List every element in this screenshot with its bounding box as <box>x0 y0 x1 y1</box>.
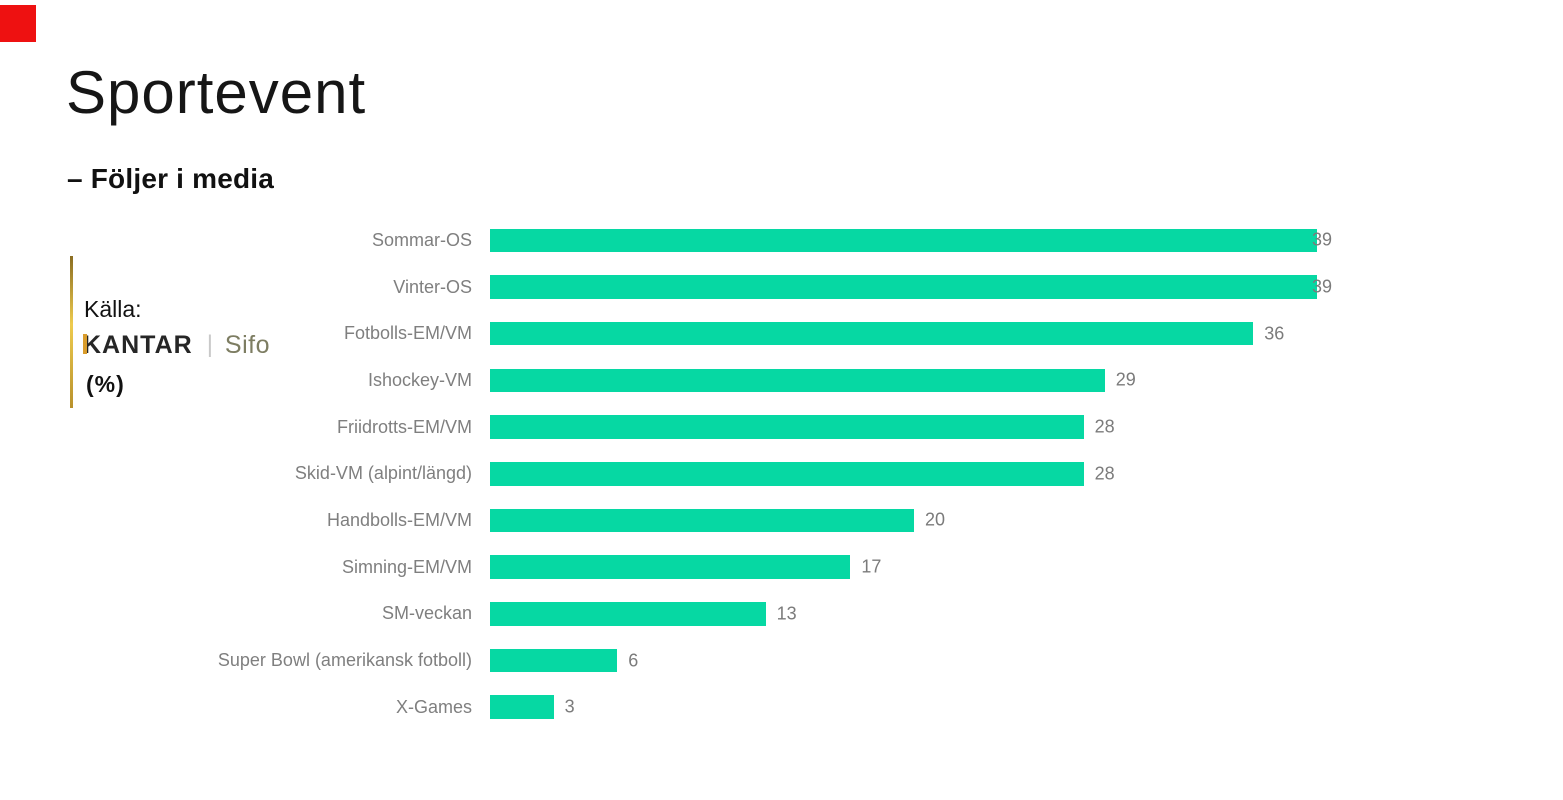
bar-track: 39 <box>490 228 1350 253</box>
unit-label: (%) <box>86 371 125 397</box>
bar-track: 13 <box>490 602 1350 626</box>
bar <box>490 368 1105 393</box>
source-accent-line <box>70 256 73 408</box>
value-label: 39 <box>1312 229 1333 250</box>
value-label: 17 <box>861 556 882 577</box>
category-label: Ishockey-VM <box>367 369 472 390</box>
bar-track: 36 <box>490 321 1350 346</box>
bar <box>490 228 1317 253</box>
category-label: Sommar-OS <box>371 229 472 250</box>
chart-row: Vinter-OS 39 <box>0 264 1400 311</box>
chart-row: Sommar-OS 39 <box>0 217 1400 264</box>
chart-row: Super Bowl (amerikansk fotboll) 6 <box>0 637 1400 684</box>
bar <box>490 648 618 673</box>
bar-track: 29 <box>490 368 1350 393</box>
value-label: 36 <box>1264 323 1285 344</box>
bar-track: 39 <box>490 275 1350 299</box>
bar-chart: Sommar-OS 39 Vinter-OS 39 Fotbolls-EM/VM 36 Is… <box>0 217 1400 731</box>
value-label: 20 <box>925 509 946 530</box>
bar-track: 28 <box>490 462 1350 486</box>
category-label: Fotbolls-EM/VM <box>343 323 472 344</box>
bar <box>490 602 766 626</box>
category-label: X-Games <box>395 696 472 717</box>
chart-row: Skid-VM (alpint/längd) 28 <box>0 450 1400 497</box>
value-label: 6 <box>628 650 639 671</box>
bar-track: 20 <box>490 508 1350 533</box>
value-label: 3 <box>564 696 575 717</box>
category-label: Skid-VM (alpint/längd) <box>294 463 472 484</box>
value-label: 13 <box>776 603 797 624</box>
bar-track: 17 <box>490 555 1350 579</box>
bar <box>490 275 1317 299</box>
value-label: 39 <box>1312 276 1333 297</box>
chart-row: Simning-EM/VM 17 <box>0 544 1400 591</box>
category-label: Simning-EM/VM <box>341 556 472 577</box>
bar <box>490 462 1084 486</box>
bar <box>490 508 914 533</box>
red-annotation-marker <box>0 5 36 42</box>
kantar-logo-text: KANTAR <box>83 331 193 359</box>
source-label: Källa: <box>84 296 142 322</box>
brand-separator: | <box>206 331 213 358</box>
bar <box>490 695 554 719</box>
bar <box>490 415 1084 439</box>
chart-row: Ishockey-VM 29 <box>0 357 1400 404</box>
chart-row: SM-veckan 13 <box>0 591 1400 638</box>
chart-row: Friidrotts-EM/VM 28 <box>0 404 1400 451</box>
category-label: Vinter-OS <box>393 276 472 297</box>
bar <box>490 555 851 579</box>
value-label: 29 <box>1115 369 1136 390</box>
bar <box>490 321 1254 346</box>
bar-track: 28 <box>490 415 1350 439</box>
category-label: SM-veckan <box>381 603 472 624</box>
kantar-k-accent <box>83 334 87 354</box>
page-subtitle: – Följer i media <box>67 163 275 194</box>
chart-row: Handbolls-EM/VM 20 <box>0 497 1400 544</box>
sifo-logo-text: Sifo <box>224 331 271 359</box>
category-label: Handbolls-EM/VM <box>326 509 472 530</box>
category-label: Friidrotts-EM/VM <box>337 416 472 437</box>
page-title: Sportevent <box>66 59 367 126</box>
chart-row: Fotbolls-EM/VM 36 <box>0 310 1400 357</box>
bar-track: 3 <box>490 695 1350 719</box>
bar-track: 6 <box>490 648 1350 673</box>
value-label: 28 <box>1094 416 1115 437</box>
value-label: 28 <box>1094 463 1115 484</box>
category-label: Super Bowl (amerikansk fotboll) <box>217 650 472 671</box>
kantar-logo: KANTAR <box>83 331 193 360</box>
chart-row: X-Games 3 <box>0 684 1400 731</box>
source-brand-line: KANTAR | Sifo <box>83 331 270 360</box>
